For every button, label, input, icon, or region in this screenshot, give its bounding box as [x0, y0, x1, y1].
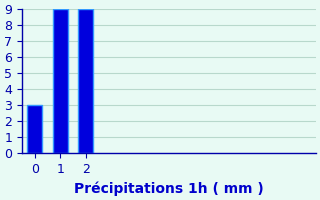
- Bar: [27, 105, 42, 153]
- Bar: [78, 9, 93, 153]
- Bar: [52, 9, 68, 153]
- X-axis label: Précipitations 1h ( mm ): Précipitations 1h ( mm ): [74, 181, 264, 196]
